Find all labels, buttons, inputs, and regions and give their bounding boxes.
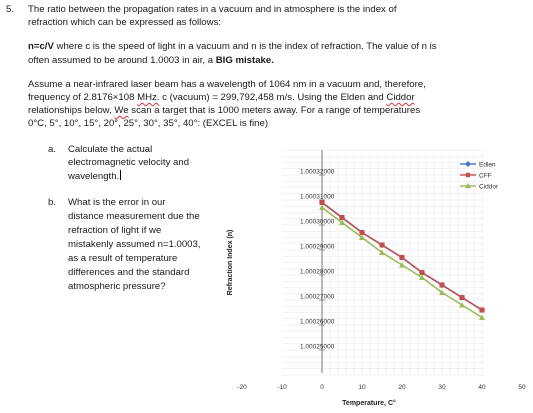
y-tick-label: 1.00032000 xyxy=(300,169,335,176)
text-cursor xyxy=(120,170,122,180)
legend-marker xyxy=(465,161,471,167)
data-point xyxy=(459,302,465,308)
y-axis-title: Refraction Index (n) xyxy=(227,230,234,296)
data-point xyxy=(319,200,325,205)
x-tick-label: -20 xyxy=(237,384,247,391)
x-tick-label: -10 xyxy=(277,384,287,391)
sub-b-line-7: atmospheric pressure? xyxy=(68,281,166,292)
question-number: 5. xyxy=(6,4,15,15)
x-axis-title: Temperature, C° xyxy=(342,399,396,407)
sub-b-line-4: mistakenly assumed n=1.0003, xyxy=(68,239,201,250)
legend-marker xyxy=(465,172,471,178)
data-point xyxy=(359,230,365,235)
assumption-line: often assumed to be around 1.0003 in air… xyxy=(28,55,274,67)
y-tick-label: 1.00025000 xyxy=(300,344,335,351)
data-point xyxy=(339,219,345,225)
vacuum-speed-text: c (vacuum) = 299,792,458 m/s. Using the … xyxy=(159,92,387,103)
sub-b-line-3: refraction of light if we xyxy=(68,225,162,236)
legend-label: Edlen xyxy=(479,162,496,169)
sub-b-label: b. xyxy=(48,197,57,208)
sub-a-label: a. xyxy=(48,144,57,155)
y-tick-label: 1.00029000 xyxy=(300,244,335,251)
x-tick-label: 40 xyxy=(478,384,486,391)
paragraph2-line-2: frequency of 2.8176×108 MHz. c (vacuum) … xyxy=(28,92,415,104)
formula-line: n=c/V where c is the speed of light in a… xyxy=(28,41,437,53)
sub-b-line-6: differences and the standard xyxy=(68,267,190,278)
y-tick-label: 1.00027000 xyxy=(300,294,335,301)
data-point xyxy=(479,307,485,313)
sub-a-line-2: electromagnetic velocity and xyxy=(68,157,190,168)
x-tick-label: 0 xyxy=(320,384,324,391)
ciddor-text: Ciddor xyxy=(386,92,415,103)
sub-a-line-1: Calculate the actual xyxy=(68,144,153,155)
refraction-chart: 1.00025000 1.00026000 1.00027000 1.00028000… xyxy=(227,149,526,407)
y-tick-label: 1.00030000 xyxy=(300,219,335,226)
assumption-text: often assumed to be around 1.0003 in air… xyxy=(28,55,216,66)
data-point xyxy=(359,234,365,240)
question-line-1: The ratio between the propagation rates … xyxy=(28,4,397,15)
data-point xyxy=(419,274,425,280)
data-point xyxy=(379,242,385,248)
y-tick-label: 1.00031000 xyxy=(300,194,335,201)
y-tick-label: 1.00026000 xyxy=(300,319,335,326)
sub-b-line-5: as a result of temperature xyxy=(68,253,178,264)
legend-label: Ciddor xyxy=(479,184,499,191)
sub-b-line-1: What is the error in our xyxy=(68,197,166,208)
y-tick-label: 1.00028000 xyxy=(300,269,335,276)
x-tick-label: 50 xyxy=(518,384,526,391)
formula-bold: n=c/V xyxy=(28,41,54,52)
x-tick-label: 30 xyxy=(438,384,446,391)
x-tick-label: 20 xyxy=(398,384,406,391)
question-line-2: refraction which can be expressed as fol… xyxy=(28,17,222,28)
paragraph2-line-1: Assume a near-infrared laser beam has a … xyxy=(28,79,426,90)
sub-a-line-3: wavelength. xyxy=(68,170,122,183)
data-point xyxy=(399,255,405,260)
relationships-text: relationships below, xyxy=(28,105,115,116)
data-point xyxy=(319,204,325,210)
data-point xyxy=(439,282,445,288)
big-mistake: BIG mistake. xyxy=(215,55,274,66)
scan-text: scan a target that is 1000 meters away. … xyxy=(128,105,421,116)
paragraph2-line-4: 0°C, 5°, 10°, 15°, 20°, 25°, 30°, 35°, 4… xyxy=(28,118,269,129)
data-point xyxy=(439,289,445,295)
formula-rest: where c is the speed of light in a vacuu… xyxy=(53,41,437,52)
data-point xyxy=(339,215,345,220)
x-tick-label: 10 xyxy=(358,384,366,391)
mhz-text: MHz. xyxy=(137,92,160,103)
sub-b-line-2: distance measurement due the xyxy=(68,211,200,222)
sub-a-line-3-text: wavelength. xyxy=(68,171,120,182)
we-text: We xyxy=(114,105,129,116)
legend-label: CFF xyxy=(479,173,492,180)
legend-marker xyxy=(465,183,471,189)
data-point xyxy=(419,270,425,275)
data-point xyxy=(379,249,385,255)
data-point xyxy=(399,262,405,268)
frequency-text: frequency of 2.8176×108 xyxy=(28,92,138,103)
paragraph2-line-3: relationships below, We scan a target th… xyxy=(28,105,420,117)
data-point xyxy=(459,295,465,300)
data-point xyxy=(479,314,485,320)
